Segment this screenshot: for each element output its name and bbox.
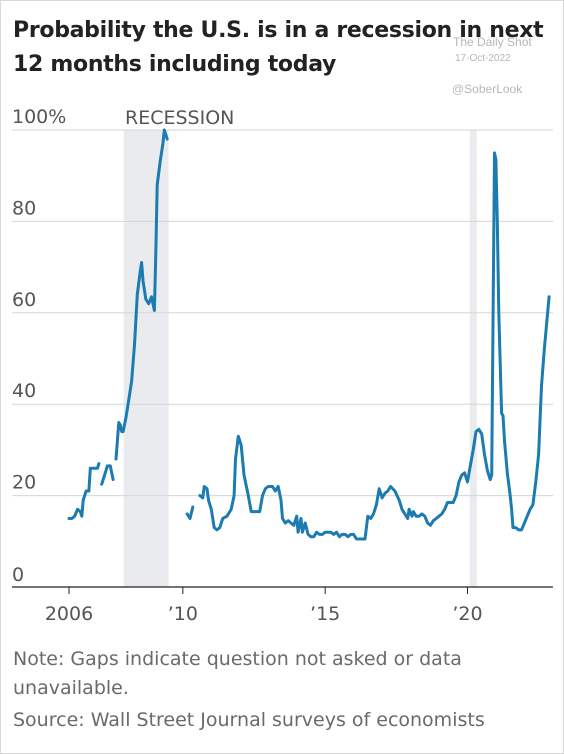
recession-bands [123, 130, 477, 587]
series-lines [67, 128, 551, 541]
y-axis-ticks: 0 20 40 60 80 100% [12, 106, 66, 586]
series-segment-2 [100, 464, 115, 486]
x-tick-label-2020: ’20 [452, 603, 482, 625]
source-note: Source: Wall Street Journal surveys of e… [13, 709, 485, 731]
x-tick-label-2010: ’10 [168, 603, 198, 625]
y-tick-label-20: 20 [12, 472, 36, 494]
y-tick-label-40: 40 [12, 380, 36, 402]
watermark-source: The Daily Shot [453, 35, 532, 49]
recession-label: RECESSION [125, 107, 234, 129]
x-axis-ticks: 2006 ’10 ’15 ’20 [45, 587, 483, 625]
recession-band-2 [469, 130, 477, 587]
y-tick-label-80: 80 [12, 197, 36, 219]
y-tick-label-0: 0 [12, 564, 24, 586]
series-segment-5 [198, 151, 551, 541]
recession-band-1 [123, 130, 169, 587]
y-tick-label-60: 60 [12, 289, 36, 311]
series-segment-4 [185, 505, 195, 520]
watermark-date: 17-Oct-2022 [455, 53, 511, 64]
y-tick-label-100: 100% [12, 106, 66, 128]
x-tick-label-2006: 2006 [45, 603, 93, 625]
footnote: Note: Gaps indicate question not asked o… [13, 648, 462, 699]
gridlines [12, 129, 553, 588]
series-segment-3 [114, 128, 169, 461]
x-tick-label-2015: ’15 [310, 603, 340, 625]
chart-title: Probability the U.S. is in a recession i… [13, 18, 544, 77]
watermark-handle: @SoberLook [452, 82, 523, 96]
series-segment-1 [67, 462, 101, 520]
